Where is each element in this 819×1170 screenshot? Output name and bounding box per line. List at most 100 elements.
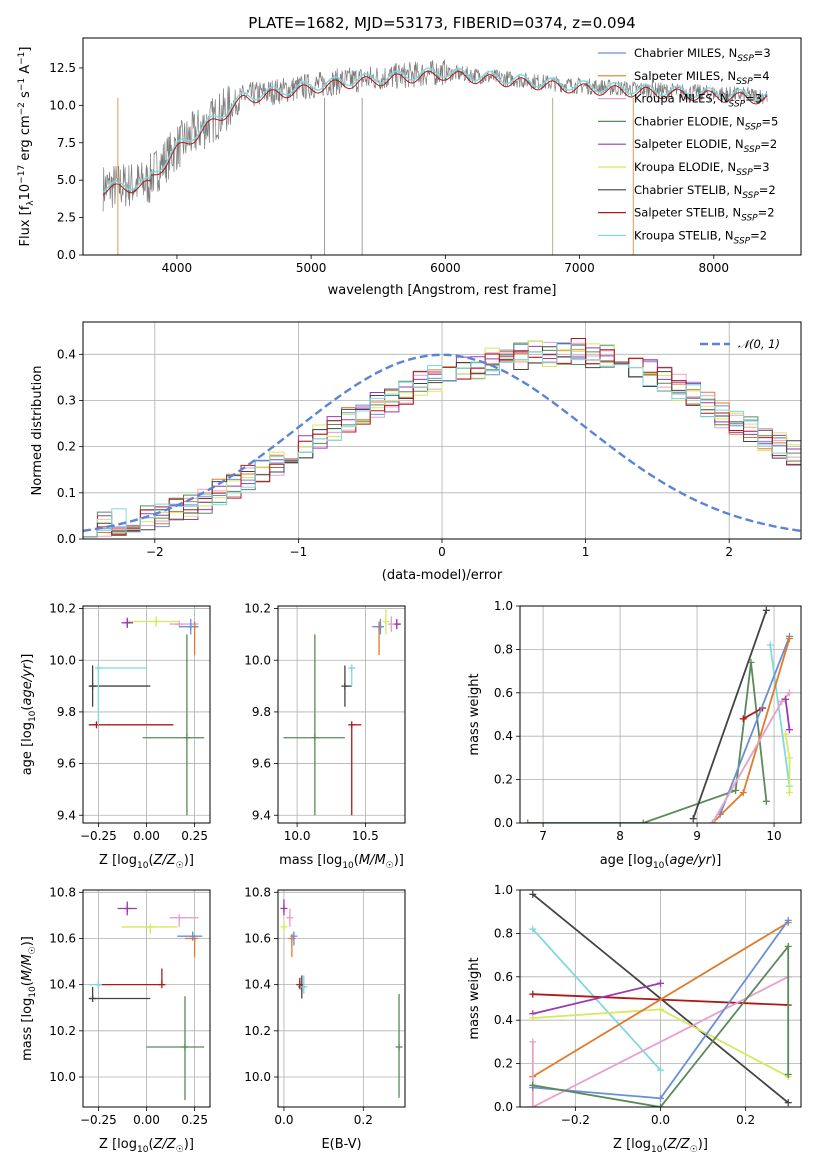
- y-tick-label: 9.4: [57, 808, 76, 822]
- legend-entry: Kroupa ELODIE, NSSP=3: [634, 160, 770, 178]
- label-part: 10: [28, 710, 38, 722]
- axes-spectrum: 4000 5000 6000 7000 8000 0.0 2.5 5.0 7.5 10.0 12.5…: [17, 14, 802, 298]
- axes-frame: [277, 605, 406, 824]
- y-tick-label: 0.2: [494, 773, 513, 787]
- x-tick-label: 4000: [162, 261, 193, 275]
- label-part: Chabrier ELODIE, N: [634, 114, 745, 128]
- label-part: M/M: [20, 954, 35, 981]
- label-part: SSP: [742, 191, 759, 201]
- label-part: Z [log: [613, 1137, 651, 1152]
- y-tick-label: 1.0: [494, 883, 513, 897]
- y-tick-label: 12.5: [49, 61, 76, 75]
- y-tick-label: 10.0: [244, 653, 271, 667]
- point: [177, 931, 203, 941]
- point: [117, 901, 137, 916]
- label-part: =2: [758, 206, 775, 220]
- label-part: age/yr: [20, 662, 35, 705]
- point: [348, 664, 356, 687]
- age-z-xlabel: Z [log10(Z/Z☉)]: [99, 853, 194, 871]
- point: [127, 616, 180, 627]
- x-tick-label: −2: [146, 545, 164, 559]
- x-tick-label: 0.2: [354, 1113, 373, 1127]
- label-part: 10: [653, 861, 665, 871]
- x-tick-label: 10.0: [284, 829, 311, 843]
- point: [88, 721, 174, 729]
- y-tick-label: 10.2: [49, 602, 76, 616]
- point: [341, 665, 352, 707]
- label-part: (: [662, 1137, 667, 1152]
- y-tick-label: 2.5: [57, 211, 76, 225]
- plot-area: [102, 59, 768, 255]
- mass-z-ylabel: mass [log10(M/M☉)]: [20, 936, 38, 1061]
- mass-ebv-xlabel: E(B-V): [321, 1137, 361, 1152]
- y-tick-label: 10.2: [244, 602, 271, 616]
- x-tick-label: 10: [766, 829, 781, 843]
- series-line: [531, 975, 789, 1107]
- label-part: 10: [137, 1145, 149, 1155]
- label-part: (: [664, 853, 669, 868]
- mw-age-ylabel: mass weight: [467, 673, 482, 755]
- x-tick-label: 5000: [296, 261, 327, 275]
- label-part: Z [log: [99, 1137, 137, 1152]
- y-tick-label: 0.8: [494, 642, 513, 656]
- x-tick-label: 10.5: [352, 829, 379, 843]
- mass-z-xlabel: Z [log10(Z/Z☉)]: [99, 1137, 194, 1155]
- axes-frame: [519, 605, 802, 824]
- y-tick-label: 10.2: [49, 1024, 76, 1038]
- label-part: ☉: [176, 861, 184, 871]
- legend-entry: Chabrier STELIB, NSSP=2: [634, 183, 776, 201]
- plot-area: [88, 616, 205, 816]
- x-tick-label: 9: [693, 829, 701, 843]
- mw-age-xlabel: age [log10(age/yr)]: [600, 853, 722, 871]
- label-part: s: [18, 91, 33, 102]
- x-tick-label: 0: [438, 545, 446, 559]
- y-tick-label: 9.4: [252, 808, 271, 822]
- label-part: (: [20, 981, 35, 986]
- point: [395, 993, 403, 1098]
- label-part: )]: [698, 1137, 708, 1152]
- x-tick-label: 7000: [564, 261, 595, 275]
- point: [94, 664, 147, 725]
- legend-entry: Salpeter STELIB, NSSP=2: [634, 206, 775, 224]
- label-part: )]: [394, 853, 404, 868]
- label-part: Salpeter MILES, N: [634, 69, 736, 83]
- label-part: =2: [760, 137, 777, 151]
- label-part: =2: [750, 228, 767, 242]
- axes-histogram: −2 −1 0 1 2 0.0 0.1 0.2 0.3 0.4 𝒩(0, 1) (data-model…: [30, 321, 802, 583]
- y-tick-label: 10.0: [244, 1070, 271, 1084]
- label-part: ]: [18, 47, 33, 52]
- label-part: (: [148, 1137, 153, 1152]
- y-tick-label: 0.0: [57, 248, 76, 262]
- y-tick-label: 0.3: [57, 393, 76, 407]
- series-line: [719, 636, 791, 815]
- label-part: 10: [342, 861, 354, 871]
- series-line: [532, 943, 790, 1107]
- label-part: SSP: [729, 100, 746, 110]
- series-line: [692, 610, 768, 819]
- x-tick-label: 2: [725, 545, 733, 559]
- plot-area: [524, 606, 793, 823]
- axes-frame: [277, 889, 406, 1108]
- series-line: [711, 692, 791, 823]
- label-part: −1: [17, 78, 27, 91]
- label-part: )]: [20, 936, 35, 946]
- y-tick-label: 10.0: [49, 98, 76, 112]
- axes-frame: [82, 321, 802, 540]
- label-part: M/M: [359, 853, 386, 868]
- point: [142, 634, 205, 816]
- label-part: (: [148, 853, 153, 868]
- y-tick-label: 0.4: [57, 347, 76, 361]
- point: [121, 923, 178, 934]
- y-tick-label: 0.0: [494, 1100, 513, 1114]
- spectrum-model-line: [102, 67, 768, 193]
- x-tick-label: 0.25: [181, 1113, 208, 1127]
- spectrum-title: PLATE=1682, MJD=53173, FIBERID=0374, z=0…: [248, 14, 635, 32]
- spectrum-ylabel: Flux [fλ10−17 erg cm−2 s−1 A−1]: [17, 47, 36, 247]
- histogram-legend-entry: 𝒩(0, 1): [738, 337, 780, 351]
- legend-entry: Kroupa STELIB, NSSP=2: [634, 228, 767, 246]
- point: [290, 931, 298, 946]
- label-part: Z/Z: [153, 853, 177, 868]
- x-tick-label: 6000: [430, 261, 461, 275]
- point: [372, 618, 384, 635]
